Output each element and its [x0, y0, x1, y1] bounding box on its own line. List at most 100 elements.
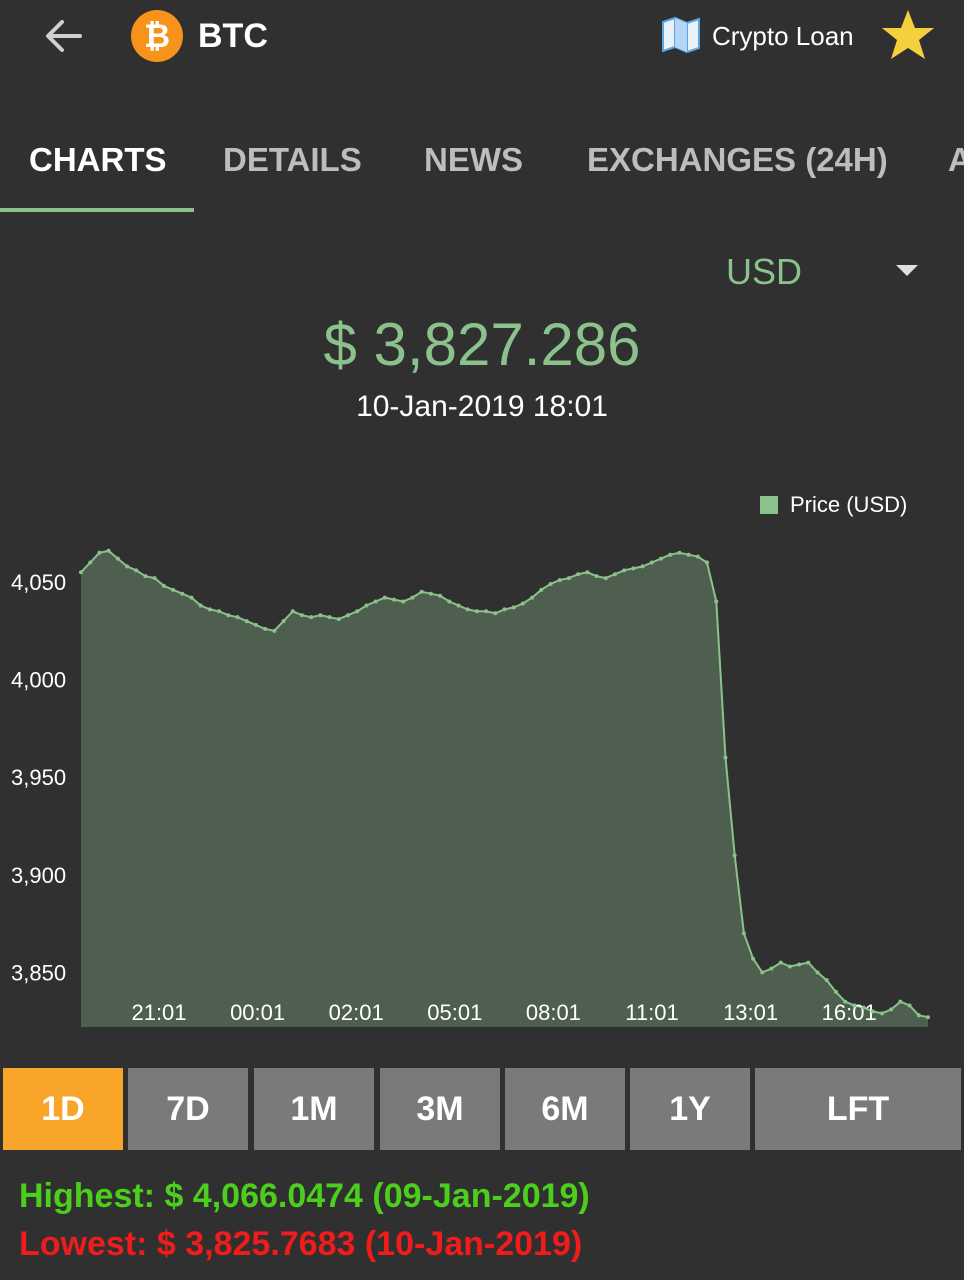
price-point — [161, 583, 166, 588]
tab-indicator — [0, 208, 194, 212]
range-3m-button[interactable]: 3M — [380, 1068, 500, 1150]
x-tick-label: 02:01 — [329, 1000, 384, 1025]
back-arrow-icon[interactable] — [40, 10, 92, 62]
price-point — [428, 591, 433, 596]
highest-price: Highest: $ 4,066.0474 (09-Jan-2019) — [19, 1177, 590, 1215]
price-point — [484, 609, 489, 614]
price-point — [235, 615, 240, 620]
tab-exchanges[interactable]: EXCHANGES (24H) — [587, 141, 888, 178]
price-point — [327, 615, 332, 620]
price-point — [299, 613, 304, 618]
price-point — [787, 964, 792, 969]
price-point — [217, 609, 222, 614]
price-point — [649, 560, 654, 565]
price-point — [382, 595, 387, 600]
x-tick-label: 00:01 — [230, 1000, 285, 1025]
price-point — [493, 611, 498, 616]
price-point — [594, 574, 599, 579]
price-point — [824, 978, 829, 983]
tab-more[interactable]: A — [948, 141, 964, 178]
price-point — [171, 587, 176, 592]
price-point — [705, 560, 710, 565]
price-point — [392, 597, 397, 602]
range-lft-button[interactable]: LFT — [755, 1068, 961, 1150]
price-point — [907, 1003, 912, 1008]
price-point — [318, 613, 323, 618]
price-point — [686, 552, 691, 557]
price-point — [309, 615, 314, 620]
price-point — [134, 568, 139, 573]
price-point — [125, 564, 130, 569]
x-tick-label: 13:01 — [723, 1000, 778, 1025]
legend-swatch — [760, 496, 778, 514]
range-7d-button[interactable]: 7D — [128, 1068, 248, 1150]
price-point — [622, 568, 627, 573]
price-point — [511, 605, 516, 610]
coin-symbol: BTC — [198, 17, 268, 55]
price-point — [336, 617, 341, 622]
range-6m-button[interactable]: 6M — [505, 1068, 625, 1150]
crypto-loan-link[interactable]: Crypto Loan — [712, 21, 854, 51]
price-point — [345, 613, 350, 618]
price-point — [806, 960, 811, 965]
range-1d-button[interactable]: 1D — [3, 1068, 123, 1150]
price-point — [640, 564, 645, 569]
price-point — [659, 556, 664, 561]
chart-legend: Price (USD) — [760, 492, 907, 517]
price-point — [364, 603, 369, 608]
tab-bar: CHARTS DETAILS NEWS EXCHANGES (24H) A — [0, 120, 964, 212]
x-tick-label: 16:01 — [822, 1000, 877, 1025]
price-point — [456, 603, 461, 608]
price-point — [79, 570, 83, 575]
price-point — [889, 1007, 894, 1012]
tab-news[interactable]: NEWS — [424, 141, 523, 178]
x-tick-label: 05:01 — [427, 1000, 482, 1025]
price-point — [603, 576, 608, 581]
price-point — [585, 570, 590, 575]
price-point — [438, 593, 443, 598]
price-point — [115, 556, 120, 561]
y-tick-label: 3,850 — [11, 960, 66, 985]
price-point — [474, 609, 479, 614]
y-tick-label: 4,000 — [11, 668, 66, 693]
price-point — [198, 603, 203, 608]
price-point — [419, 589, 424, 594]
price-point — [695, 554, 700, 559]
range-1m-button[interactable]: 1M — [254, 1068, 374, 1150]
favorite-star-icon[interactable] — [878, 6, 938, 66]
map-icon[interactable] — [659, 14, 703, 56]
price-point — [88, 560, 93, 565]
price-point — [290, 609, 295, 614]
price-point — [557, 578, 562, 583]
price-point — [769, 966, 774, 971]
price-point — [797, 962, 802, 967]
y-tick-label: 4,050 — [11, 570, 66, 595]
tab-charts[interactable]: CHARTS — [29, 141, 167, 178]
range-1y-button[interactable]: 1Y — [630, 1068, 750, 1150]
price-point — [870, 1009, 875, 1014]
price-point — [843, 999, 848, 1004]
price-point — [833, 989, 838, 994]
price-point — [207, 607, 212, 612]
price-point — [898, 999, 903, 1004]
price-point — [926, 1015, 930, 1020]
price-point — [861, 1005, 866, 1010]
price-point — [879, 1011, 884, 1016]
price-point — [97, 550, 102, 555]
bitcoin-icon: ₿ — [131, 10, 183, 62]
price-point — [465, 607, 470, 612]
price-point — [668, 552, 673, 557]
price-point — [143, 574, 148, 579]
price-point — [723, 755, 728, 760]
currency-select[interactable]: USD — [726, 251, 803, 292]
y-tick-label: 3,950 — [11, 765, 66, 790]
price-point — [106, 548, 111, 553]
tab-details[interactable]: DETAILS — [223, 141, 362, 178]
price-point — [272, 628, 277, 633]
price-point — [263, 626, 268, 631]
chevron-down-icon[interactable] — [896, 265, 918, 276]
price-point — [520, 601, 525, 606]
price-point — [778, 960, 783, 965]
price-point — [373, 599, 378, 604]
price-point — [852, 1003, 857, 1008]
